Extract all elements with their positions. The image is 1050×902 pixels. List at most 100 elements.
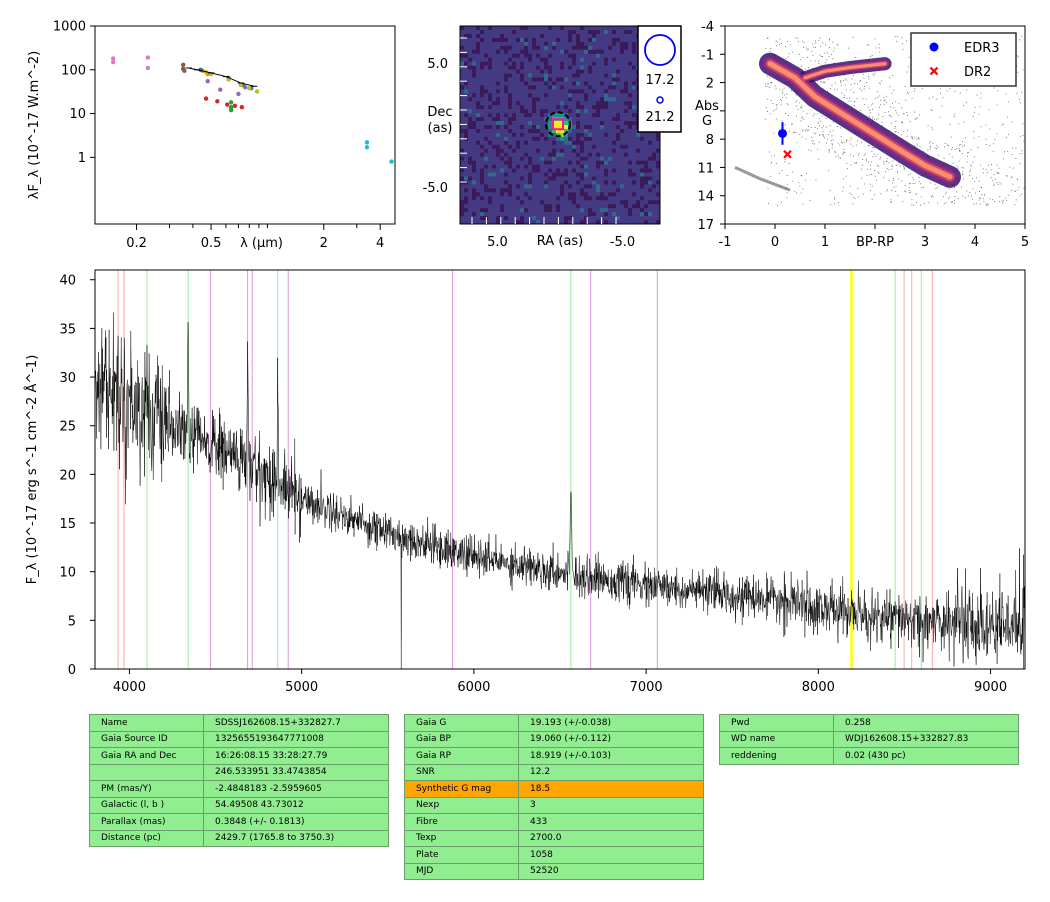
- image-pixel: [564, 212, 569, 217]
- image-pixel: [536, 37, 541, 43]
- hr-star: [862, 98, 864, 100]
- image-pixel: [508, 132, 513, 138]
- hr-star: [880, 99, 881, 101]
- hr-star: [850, 89, 852, 91]
- image-pixel: [468, 69, 473, 74]
- hr-star: [811, 140, 813, 142]
- image-pixel: [492, 69, 497, 74]
- hr-star: [901, 107, 902, 109]
- hr-star: [797, 108, 799, 110]
- hr-star: [810, 60, 812, 62]
- image-pixel: [492, 216, 497, 221]
- main-sequence: [767, 61, 953, 180]
- hr-star: [777, 205, 778, 206]
- hr-star: [994, 201, 996, 203]
- hr-star: [822, 131, 824, 132]
- image-pixel: [572, 188, 577, 193]
- hr-star: [857, 140, 858, 142]
- hr-star: [812, 140, 814, 142]
- image-pixel: [524, 37, 529, 43]
- hr-star: [893, 89, 895, 91]
- image-pixel: [608, 121, 613, 126]
- image-pixel: [484, 49, 489, 55]
- image-pixel: [532, 101, 537, 106]
- image-pixel: [540, 208, 545, 213]
- image-pixel: [460, 37, 465, 43]
- image-pixel: [464, 216, 469, 221]
- hr-star: [794, 131, 795, 133]
- legend-circle-small: [656, 96, 664, 104]
- image-pixel: [580, 144, 585, 150]
- image-pixel: [516, 109, 521, 114]
- hr-star: [887, 189, 888, 191]
- image-pixel: [508, 192, 513, 197]
- image-pixel: [524, 73, 529, 78]
- image-pixel: [560, 168, 565, 173]
- image-pixel: [480, 125, 485, 130]
- image-pixel: [512, 184, 517, 189]
- image-pixel: [568, 204, 573, 209]
- image-pixel: [632, 65, 637, 70]
- image-pixel: [608, 180, 613, 185]
- hr-star: [850, 137, 852, 139]
- hr-star: [954, 187, 955, 188]
- image-pixel: [600, 180, 605, 185]
- image-pixel: [604, 160, 609, 165]
- hr-star: [993, 183, 995, 185]
- image-pixel: [572, 121, 577, 126]
- image-pixel: [492, 140, 497, 146]
- image-pixel: [484, 69, 489, 74]
- hr-star: [770, 48, 771, 50]
- hr-star: [785, 58, 787, 60]
- hr-star: [829, 150, 830, 151]
- image-pixel: [584, 117, 589, 122]
- image-pixel: [480, 188, 485, 193]
- image-pixel: [592, 164, 597, 169]
- hr-star: [932, 96, 934, 98]
- image-pixel: [508, 172, 513, 177]
- image-pixel: [544, 53, 549, 58]
- hr-star: [775, 109, 777, 110]
- image-pixel: [576, 89, 581, 94]
- image-pixel: [616, 61, 621, 66]
- hr-star: [775, 40, 777, 42]
- image-pixel: [492, 117, 497, 122]
- hr-star: [918, 181, 920, 183]
- hr-star: [791, 123, 793, 124]
- image-pixel: [540, 164, 545, 169]
- image-pixel: [584, 180, 589, 185]
- image-pixel: [480, 172, 485, 177]
- image-pixel: [604, 148, 609, 154]
- image-pixel: [552, 136, 557, 142]
- hr-star: [892, 182, 893, 184]
- hr-star: [937, 202, 939, 204]
- image-pixel: [464, 37, 469, 43]
- image-pixel: [536, 53, 541, 58]
- image-pixel: [468, 188, 473, 193]
- image-pixel: [592, 117, 597, 122]
- hr-star: [795, 37, 797, 39]
- image-pixel: [616, 196, 621, 201]
- image-pixel: [544, 188, 549, 193]
- image-pixel: [604, 136, 609, 142]
- image-pixel: [540, 105, 545, 110]
- image-pixel: [460, 200, 465, 205]
- image-pixel: [644, 188, 649, 193]
- image-pixel: [540, 192, 545, 197]
- image-pixel: [632, 61, 637, 66]
- image-pixel: [600, 29, 605, 35]
- image-pixel: [492, 152, 497, 157]
- image-pixel: [516, 121, 521, 126]
- image-pixel: [516, 196, 521, 201]
- image-pixel: [616, 160, 621, 165]
- image-pixel: [512, 33, 517, 39]
- hr-star: [908, 56, 910, 58]
- image-pixel: [620, 184, 625, 189]
- image-pixel: [616, 77, 621, 82]
- image-pixel: [464, 97, 469, 102]
- image-pixel: [576, 208, 581, 213]
- hr-star: [916, 117, 918, 119]
- hr-star: [980, 97, 982, 99]
- hr-star: [918, 138, 920, 140]
- image-pixel: [516, 45, 521, 51]
